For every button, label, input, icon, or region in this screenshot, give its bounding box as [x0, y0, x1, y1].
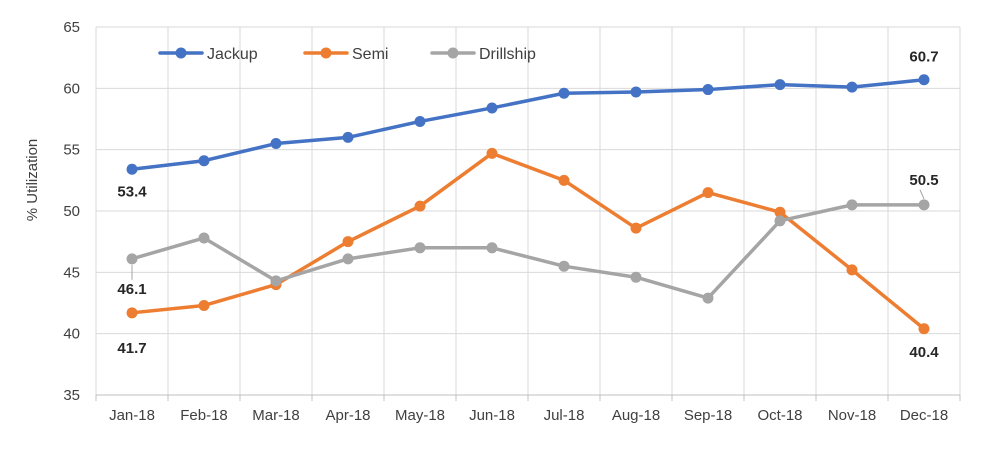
y-tick-label: 40 — [63, 326, 80, 343]
data-point-jackup — [126, 163, 138, 175]
legend-swatch-marker — [175, 47, 187, 59]
x-tick-label: Feb-18 — [180, 407, 228, 424]
data-point-drillship — [486, 242, 498, 254]
y-tick-label: 35 — [63, 387, 80, 404]
gridlines — [95, 26, 961, 396]
data-label: 60.7 — [909, 49, 938, 66]
legend-item-jackup: Jackup — [158, 46, 258, 63]
legend-label: Drillship — [479, 46, 536, 63]
data-point-semi — [558, 174, 570, 186]
data-point-drillship — [342, 253, 354, 265]
data-point-semi — [486, 147, 498, 159]
x-tick-label: Apr-18 — [325, 407, 370, 424]
x-tick-label: Jul-18 — [544, 407, 585, 424]
data-point-drillship — [702, 292, 714, 304]
y-tick-label: 65 — [63, 19, 80, 36]
data-label: 50.5 — [909, 172, 938, 189]
legend-label: Jackup — [207, 46, 258, 63]
series-line-jackup — [130, 77, 926, 172]
data-point-jackup — [846, 81, 858, 93]
data-point-semi — [342, 236, 354, 248]
data-point-drillship — [846, 199, 858, 211]
data-point-drillship — [774, 215, 786, 227]
x-tick-label: May-18 — [395, 407, 445, 424]
y-tick-label: 50 — [63, 203, 80, 220]
legend-item-drillship: Drillship — [430, 46, 536, 63]
legend: Jackup Semi Drillship — [158, 46, 536, 63]
data-label: 40.4 — [909, 344, 939, 361]
legend-item-semi: Semi — [303, 46, 388, 63]
x-tick-label: Sep-18 — [684, 407, 732, 424]
y-axis-label: % Utilization — [24, 139, 41, 222]
data-point-semi — [126, 307, 138, 319]
data-point-jackup — [342, 131, 354, 143]
data-label: 46.1 — [117, 281, 146, 298]
data-point-jackup — [486, 102, 498, 114]
series-line-semi — [130, 151, 926, 331]
data-labels: 53.4 60.7 41.7 40.4 46.1 50.5 — [117, 49, 939, 361]
data-point-jackup — [414, 115, 426, 127]
y-tick-label: 55 — [63, 142, 80, 159]
data-point-jackup — [270, 138, 282, 150]
series-lines — [126, 74, 930, 335]
data-point-drillship — [198, 232, 210, 244]
y-tick-label: 45 — [63, 264, 80, 281]
x-tick-label: Jan-18 — [109, 407, 155, 424]
x-tick-label: Aug-18 — [612, 407, 660, 424]
data-point-drillship — [270, 275, 282, 287]
data-point-semi — [918, 323, 930, 335]
data-point-semi — [702, 187, 714, 199]
legend-swatch-marker — [320, 47, 332, 59]
data-point-jackup — [198, 155, 210, 167]
data-point-jackup — [702, 84, 714, 96]
data-point-drillship — [414, 242, 426, 254]
data-point-drillship — [558, 260, 570, 272]
series-line-drillship — [130, 203, 926, 300]
data-point-jackup — [558, 87, 570, 99]
data-point-semi — [198, 299, 210, 311]
data-point-semi — [630, 222, 642, 234]
leader-line — [919, 189, 925, 200]
legend-label: Semi — [352, 46, 388, 63]
x-tick-label: Mar-18 — [252, 407, 300, 424]
data-point-semi — [414, 200, 426, 212]
data-point-semi — [774, 206, 786, 218]
axes: 35 40 45 50 55 60 65 Jan-18 Feb-18 Mar-18 Apr-18 Ma… — [63, 19, 961, 424]
data-point-jackup — [630, 86, 642, 98]
x-tick-label: Dec-18 — [900, 407, 948, 424]
data-point-drillship — [126, 253, 138, 265]
x-tick-label: Oct-18 — [757, 407, 802, 424]
legend-swatch-marker — [447, 47, 459, 59]
x-tick-label: Nov-18 — [828, 407, 876, 424]
data-point-semi — [846, 264, 858, 276]
data-point-jackup — [774, 79, 786, 91]
data-point-jackup — [918, 74, 930, 86]
data-label: 53.4 — [117, 183, 147, 200]
x-tick-label: Jun-18 — [469, 407, 515, 424]
data-point-drillship — [630, 271, 642, 283]
data-label: 41.7 — [117, 340, 146, 357]
y-tick-label: 60 — [63, 80, 80, 97]
data-point-drillship — [918, 199, 930, 211]
